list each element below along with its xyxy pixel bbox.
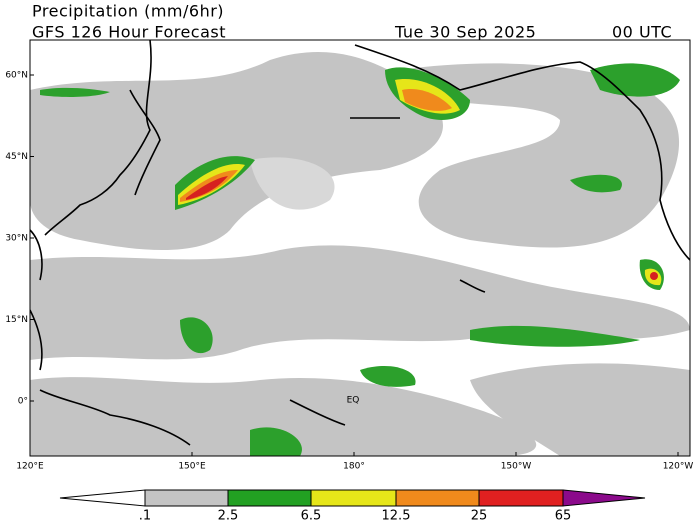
axes: 60°N 45°N 30°N 15°N 0° 120°E 150°E 180° 150°W 120…	[5, 71, 693, 472]
colorbar-segment	[310, 489, 397, 507]
colorbar-segment	[144, 489, 229, 507]
lon-label: 120°W	[663, 462, 694, 472]
time: 00 UTC	[612, 23, 672, 42]
title: Precipitation (mm/6hr)	[32, 2, 224, 21]
lat-label: 30°N	[5, 234, 28, 244]
colorbar-high	[562, 489, 646, 507]
colorbar-segment	[395, 489, 480, 507]
colorbar-labels: .1 2.5 6.5 12.5 25 65	[139, 509, 571, 524]
coastlines	[30, 40, 690, 446]
colorbar-label: 2.5	[218, 509, 239, 524]
lat-label: 45°N	[5, 152, 28, 162]
colorbar	[59, 489, 646, 507]
colorbar-label: 6.5	[301, 509, 322, 524]
colorbar-label: .1	[139, 509, 151, 524]
colorbar-low	[59, 489, 146, 507]
colorbar-segment	[227, 489, 312, 507]
lon-label: 120°E	[16, 462, 44, 472]
lat-label: 60°N	[5, 71, 28, 81]
lon-label: 150°E	[178, 462, 206, 472]
equator-label: EQ	[347, 396, 360, 406]
lat-label: 0°	[18, 397, 28, 407]
subtitle: GFS 126 Hour Forecast	[32, 23, 226, 42]
lat-label: 15°N	[5, 315, 28, 325]
date: Tue 30 Sep 2025	[394, 23, 536, 42]
map-frame	[29, 39, 691, 457]
colorbar-label: 65	[555, 509, 572, 524]
lon-label: 150°W	[501, 462, 532, 472]
colorbar-label: 12.5	[382, 509, 411, 524]
extreme-precip	[186, 176, 658, 280]
colorbar-label: 25	[471, 509, 488, 524]
colorbar-segment	[478, 489, 564, 507]
map-area: EQ	[30, 40, 690, 456]
lon-label: 180°	[343, 462, 365, 472]
